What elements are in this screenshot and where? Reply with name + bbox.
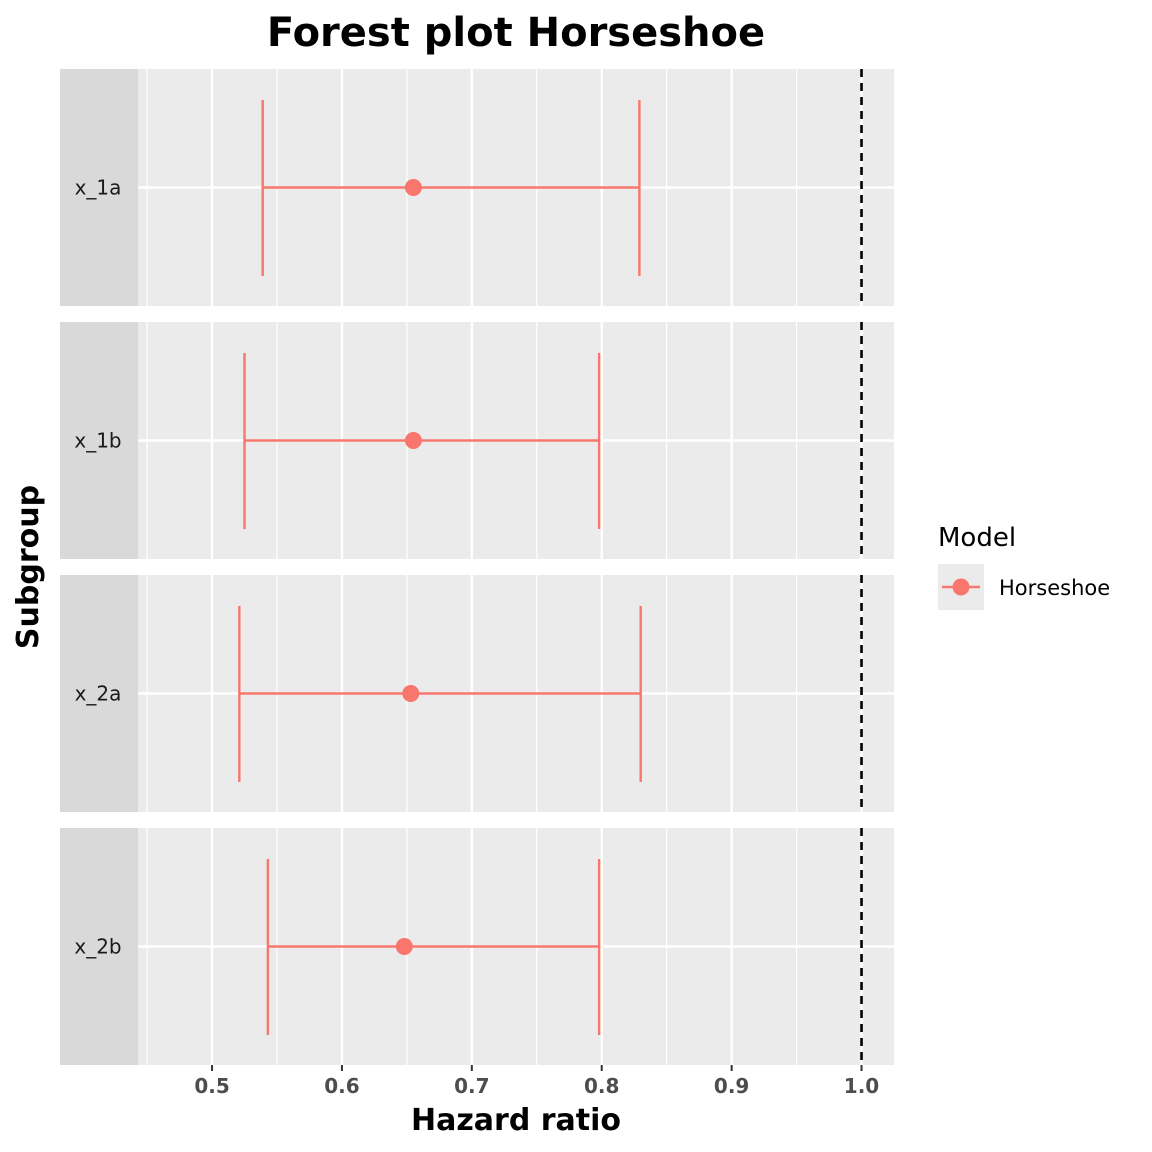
facet-panel-x_1b: x_1b bbox=[60, 322, 894, 559]
facet-panel-x_2b: x_2b bbox=[60, 828, 894, 1065]
x-tick-label: 1.0 bbox=[844, 1074, 879, 1098]
facet-label: x_2a bbox=[75, 682, 122, 706]
estimate-point bbox=[404, 179, 422, 196]
legend-key-point bbox=[952, 578, 970, 596]
facet-strip bbox=[60, 69, 138, 306]
facet-label: x_1a bbox=[75, 176, 122, 200]
panels: x_1a x_1b x_2a x_2b bbox=[60, 69, 894, 1065]
legend: Model Horseshoe bbox=[938, 523, 1110, 610]
facet-panel-x_2a: x_2a bbox=[60, 575, 894, 812]
facet-strip bbox=[60, 322, 138, 559]
facet-label: x_2b bbox=[74, 935, 121, 959]
y-axis-title: Subgroup bbox=[11, 485, 46, 649]
estimate-point bbox=[395, 938, 413, 955]
x-axis: 0.5 0.6 0.7 0.8 0.9 1.0 bbox=[194, 1065, 879, 1098]
chart-title: Forest plot Horseshoe bbox=[267, 10, 765, 56]
facet-panel-x_1a: x_1a bbox=[60, 69, 894, 306]
estimate-point bbox=[404, 432, 422, 449]
estimate-point bbox=[402, 685, 420, 702]
x-axis-title: Hazard ratio bbox=[411, 1103, 621, 1138]
x-tick-label: 0.6 bbox=[324, 1074, 359, 1098]
legend-label: Horseshoe bbox=[999, 576, 1110, 600]
facet-strip bbox=[60, 575, 138, 812]
x-tick-label: 0.7 bbox=[454, 1074, 489, 1098]
legend-title: Model bbox=[938, 523, 1016, 553]
facet-strip bbox=[60, 828, 138, 1065]
legend-key-horseshoe bbox=[938, 564, 984, 610]
x-tick-label: 0.8 bbox=[584, 1074, 619, 1098]
x-tick-label: 0.9 bbox=[714, 1074, 749, 1098]
x-tick-label: 0.5 bbox=[194, 1074, 229, 1098]
facet-label: x_1b bbox=[74, 429, 121, 453]
